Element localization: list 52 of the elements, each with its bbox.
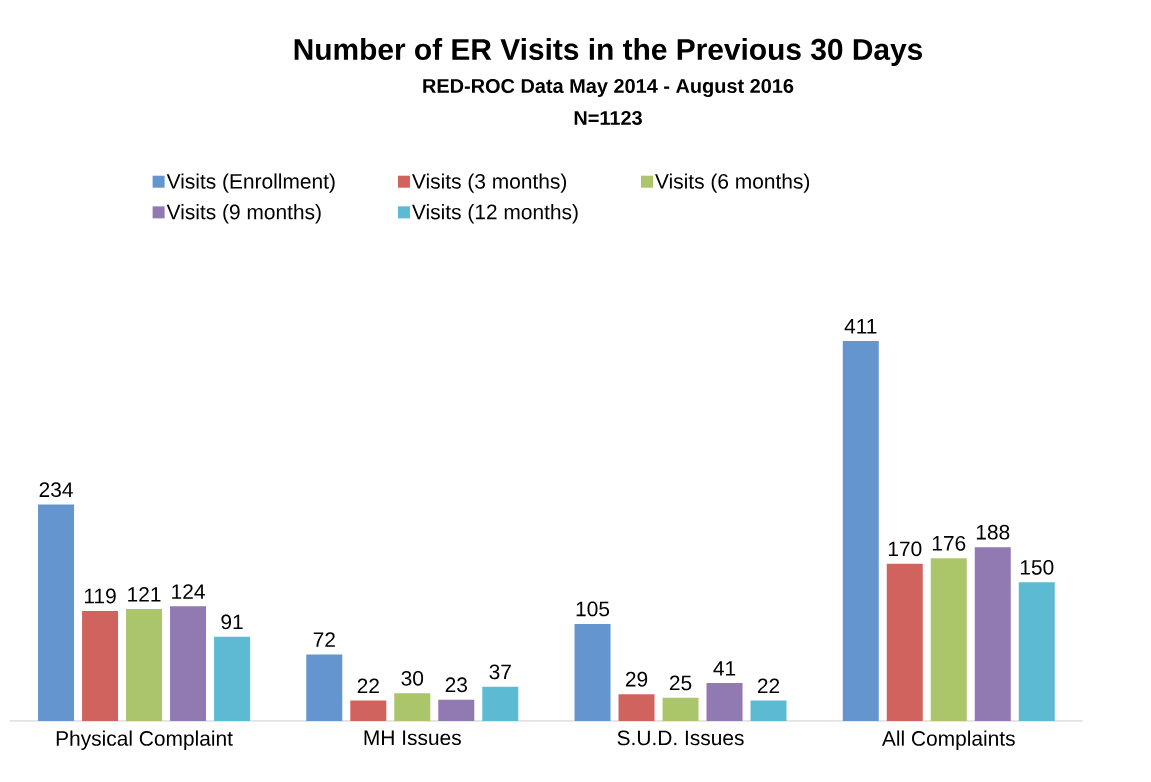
legend-label: Visits (9 months) [166,204,321,224]
legend-label: Visits (6 months) [655,173,810,193]
bar [618,694,655,721]
data-label: 91 [221,614,243,630]
bar [350,700,387,721]
bar [126,609,163,721]
data-label: 119 [84,588,116,604]
data-label: 37 [489,664,511,680]
data-label: 150 [1020,559,1054,575]
bar [750,700,787,721]
legend-label: Visits (Enrollment) [166,173,335,193]
data-label: 188 [976,524,1010,540]
legend-label: Visits (12 months) [412,204,578,224]
data-label: 25 [669,675,692,691]
bar [482,686,519,721]
bar [214,636,251,721]
legend-label: Visits (3 months) [412,173,567,193]
bar [38,504,75,721]
bar [438,699,475,721]
bar [662,697,699,721]
text: N=1123 [574,110,642,126]
bar [170,606,207,721]
bar [394,693,431,721]
bar [974,547,1011,721]
data-label: 72 [313,632,335,647]
bar [842,340,879,721]
data-label: 41 [713,661,736,676]
x-tick-label: Physical Complaint [56,730,233,750]
bar [930,558,967,721]
chart-title: Number of ER Visits in the Previous 30 Days [294,38,923,66]
bar [574,623,611,721]
x-tick-label: S.U.D. Issues [617,730,744,746]
bar [886,563,923,721]
data-label: 121 [128,586,161,602]
data-label: 22 [757,678,780,694]
data-label: 176 [932,535,966,551]
chart-subtitle: RED-ROC Data May 2014 - August 2016 [423,78,794,98]
data-label: 23 [445,677,467,693]
data-label: 124 [172,584,205,599]
bar [1018,582,1055,721]
x-tick-label: MH Issues [364,730,461,746]
bar [306,654,343,721]
data-label: 170 [888,541,922,557]
data-label: 411 [844,319,877,334]
data-label: 234 [39,482,73,498]
bar [82,610,119,721]
x-tick-label: All Complaints [881,730,1015,750]
bar [706,683,743,721]
data-label: 22 [357,678,379,694]
data-label: 105 [576,601,610,617]
data-label: 30 [401,670,424,686]
data-label: 29 [625,671,648,687]
